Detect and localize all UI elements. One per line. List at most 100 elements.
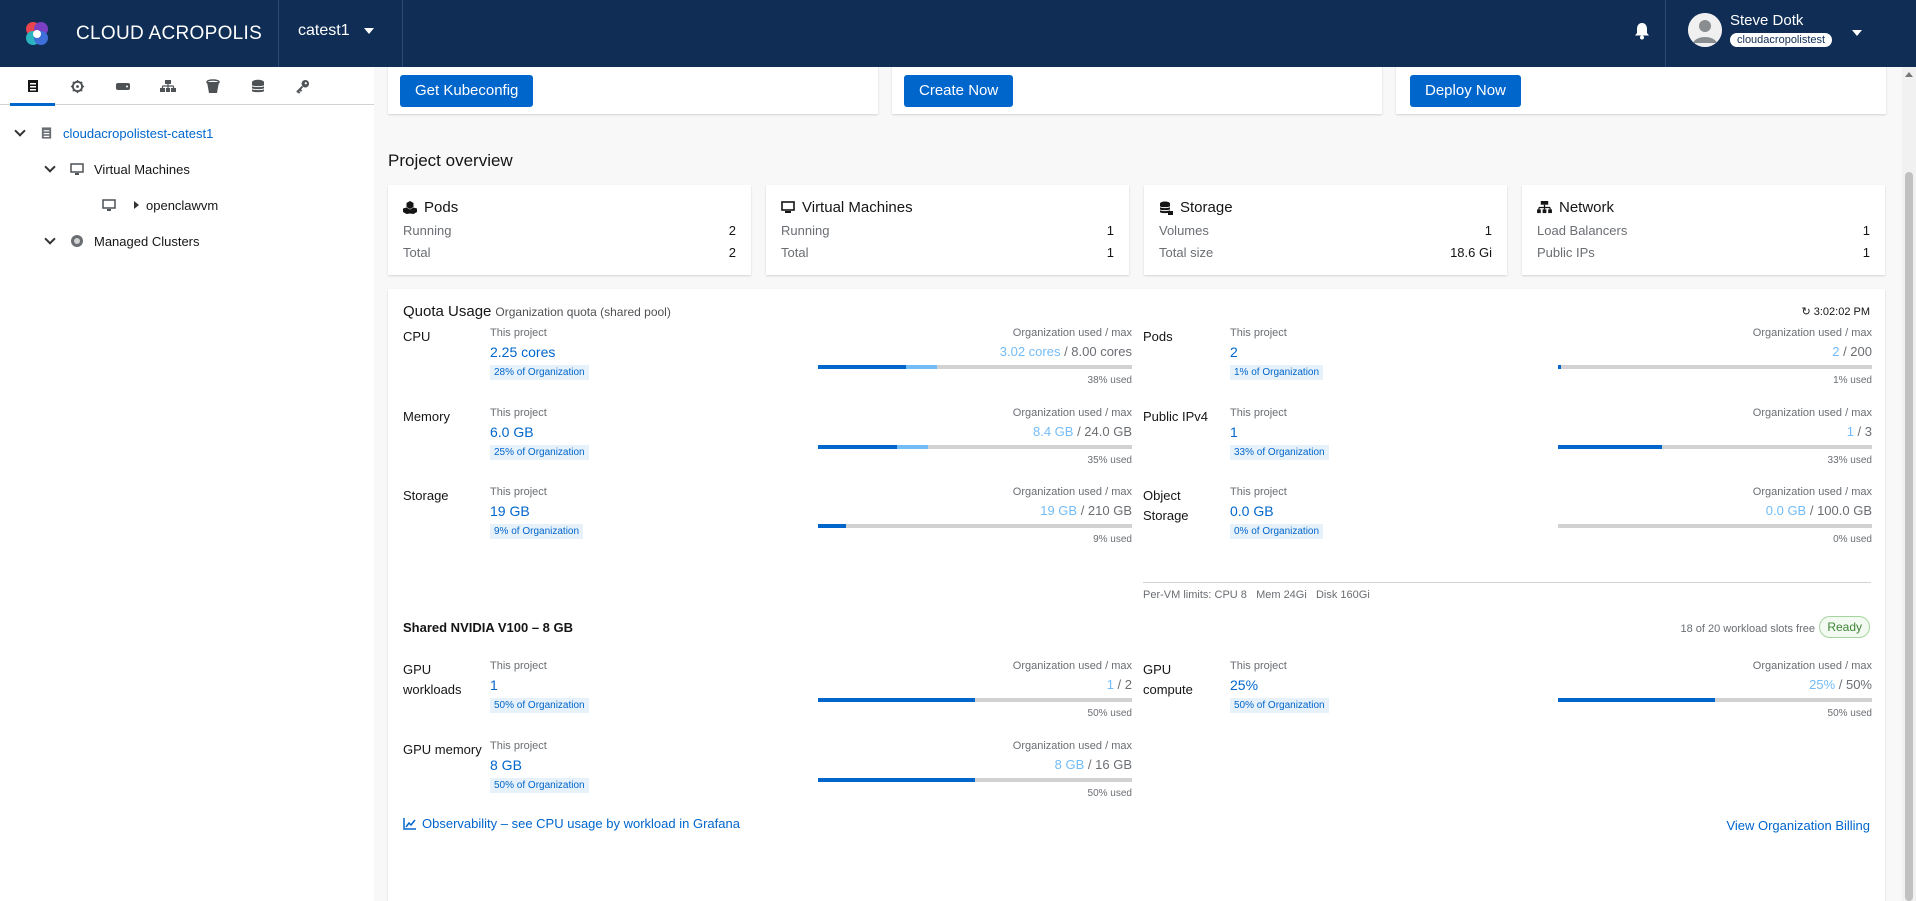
org-used-label: Organization used / max [1752,407,1872,419]
project-selector[interactable]: catest1 [298,22,374,40]
brand-logo-icon[interactable] [22,19,52,49]
quota-row-name: CPU [403,329,431,344]
top-header: CLOUD ACROPOLIS catest1 Steve Dotk cloud… [0,0,1916,67]
quota-row-gpu-memory: GPU memory This project 8 GB 50% of Organiz… [403,740,1132,802]
tree-project-link[interactable]: cloudacropolistest-catest1 [63,125,214,141]
monitor-icon [102,198,116,211]
tab-keys[interactable] [280,67,325,105]
org-used-value: 8.4 GB / 24.0 GB [1032,424,1132,439]
org-used-label: Organization used / max [1012,407,1132,419]
tab-databases[interactable] [235,67,280,105]
tree-vm-row[interactable]: openclawvm [0,187,374,223]
tree-clusters-label: Managed Clusters [94,233,200,249]
main-content: Get Kubeconfig Create Now Deploy Now Pro… [374,67,1902,901]
refresh-timestamp[interactable]: ↻ 3:02:02 PM [1801,306,1870,318]
quota-row-name: Pods [1143,329,1173,344]
org-used-value: 25% / 50% [1809,677,1872,692]
tab-network[interactable] [145,67,190,105]
quota-row-gpu-compute: GPU compute This project 25% 50% of Organiz… [1143,660,1872,722]
bell-icon[interactable] [1634,22,1650,43]
observability-link[interactable]: Observability – see CPU usage by workloa… [403,816,740,831]
brand-name[interactable]: CLOUD ACROPOLIS [76,22,263,44]
status-badge: Ready [1819,616,1870,638]
user-menu[interactable]: Steve Dotk cloudacropolistest [1688,12,1833,47]
this-project-label: This project [490,660,547,672]
org-percent-badge: 50% of Organization [490,778,589,793]
user-menu-caret-icon[interactable] [1852,30,1862,36]
get-kubeconfig-button[interactable]: Get Kubeconfig [400,75,534,107]
scroll-up-arrow-icon[interactable] [1905,72,1913,77]
vms-card: Virtual Machines Running 1 Total 1 [766,185,1129,275]
org-percent-badge: 50% of Organization [1230,698,1329,713]
deploy-now-button[interactable]: Deploy Now [1410,75,1521,107]
scroll-thumb[interactable] [1905,172,1913,901]
tab-buckets[interactable] [190,67,235,105]
org-used-label: Organization used / max [1752,486,1872,498]
stat-row: Total size 18.6 Gi [1159,245,1492,260]
org-used-label: Organization used / max [1012,327,1132,339]
org-percent-badge: 1% of Organization [1230,365,1324,380]
org-percent-badge: 25% of Organization [490,445,589,460]
chevron-down-icon[interactable] [14,125,26,137]
this-project-value: 25% [1230,677,1259,693]
tab-kubernetes[interactable] [55,67,100,105]
org-used-value: 1 / 2 [1106,677,1132,692]
monitor-icon [70,162,84,175]
user-org-badge: cloudacropolistest [1730,33,1833,47]
cluster-icon [71,235,83,247]
project-usage-fill [818,778,975,782]
project-icon [27,80,38,92]
kubeconfig-card: Get Kubeconfig [388,67,878,114]
usage-progress-bar [1558,524,1872,528]
usage-percent-text: 33% used [1827,455,1872,466]
project-icon [41,127,52,139]
create-card: Create Now [892,67,1382,114]
project-usage-fill [1558,698,1715,702]
org-percent-badge: 9% of Organization [490,524,584,539]
this-project-label: This project [1230,327,1287,339]
quota-row-name: GPU memory [403,742,482,757]
storage-icon [1159,201,1173,215]
org-used-value: 1 / 3 [1846,424,1872,439]
project-tree: cloudacropolistest-catest1 Virtual Machi… [0,105,374,259]
this-project-value: 2.25 cores [490,344,556,360]
quota-row-gpu-workloads: GPU workloads This project 1 50% of Organiz… [403,660,1132,722]
header-divider [402,0,403,67]
vms-card-title: Virtual Machines [781,199,913,216]
org-percent-badge: 0% of Organization [1230,524,1324,539]
chevron-down-icon[interactable] [44,161,56,173]
this-project-label: This project [490,740,547,752]
quota-row-name: GPU workloads [403,662,462,697]
tab-projects[interactable] [10,67,55,106]
this-project-value: 19 GB [490,503,530,519]
stat-row: Load Balancers 1 [1537,223,1870,238]
tab-servers[interactable] [100,67,145,105]
view-billing-link[interactable]: View Organization Billing [1726,818,1870,833]
network-card: Network Load Balancers 1 Public IPs 1 [1522,185,1885,275]
tree-vm-label[interactable]: openclawvm [146,197,219,213]
tree-clusters-row[interactable]: Managed Clusters [0,223,374,259]
quota-row-name: Storage [403,488,449,503]
quota-title: Quota Usage Organization quota (shared po… [403,303,671,320]
org-used-value: 0.0 GB / 100.0 GB [1765,503,1872,518]
quota-subtitle: Organization quota (shared pool) [495,305,671,319]
tree-vm-group-row[interactable]: Virtual Machines [0,151,374,187]
caret-right-icon[interactable] [134,201,139,209]
this-project-label: This project [490,407,547,419]
chevron-down-icon[interactable] [44,233,56,245]
create-now-button[interactable]: Create Now [904,75,1014,107]
usage-percent-text: 50% used [1087,708,1132,719]
org-percent-badge: 28% of Organization [490,365,589,380]
stat-row: Total 2 [403,245,736,260]
network-icon [159,80,176,92]
org-percent-badge: 50% of Organization [490,698,589,713]
project-usage-fill [818,524,846,528]
pods-card: Pods Running 2 Total 2 [388,185,751,275]
main-scrollbar[interactable] [1902,67,1916,901]
usage-progress-bar [818,445,1132,449]
project-selector-label: catest1 [298,22,350,39]
tree-root-row[interactable]: cloudacropolistest-catest1 [0,115,374,151]
deploy-card: Deploy Now [1396,67,1886,114]
tree-vm-group-label: Virtual Machines [94,161,190,177]
usage-progress-bar [818,365,1132,369]
